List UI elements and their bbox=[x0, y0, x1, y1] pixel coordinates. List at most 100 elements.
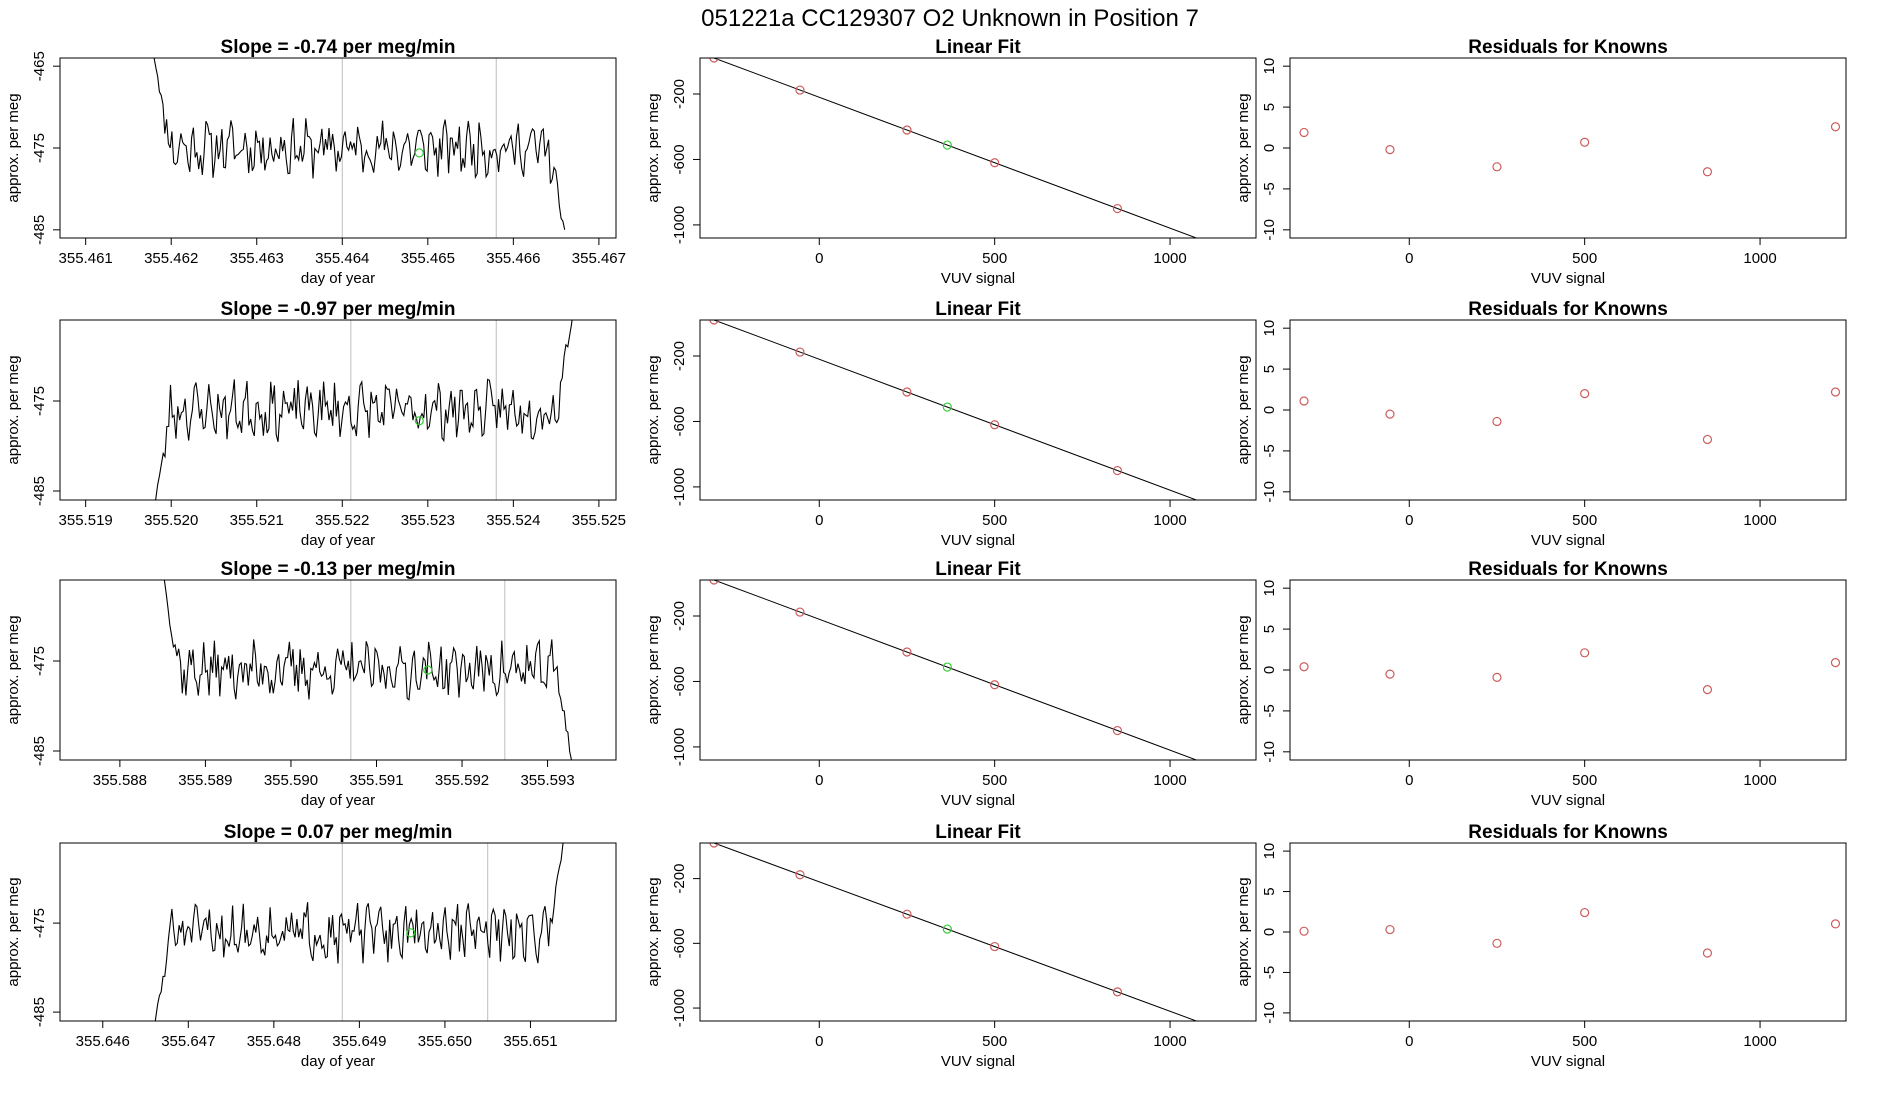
known-point bbox=[1241, 1035, 1249, 1043]
known-point bbox=[795, 85, 805, 95]
x-tick-label: 355.521 bbox=[230, 512, 284, 529]
panel-8: Linear Fit VUV signal approx. per meg 0 500 1… bbox=[645, 559, 1257, 809]
x-tick-label: 1000 bbox=[1743, 1033, 1776, 1050]
panel-4: Slope = -0.97 per meg/min day of year appr… bbox=[5, 299, 626, 549]
x-tick-label: 500 bbox=[982, 772, 1007, 789]
known-point bbox=[795, 870, 805, 880]
x-axis-label: VUV signal bbox=[1531, 532, 1605, 549]
unknown-point bbox=[942, 924, 952, 934]
known-point bbox=[709, 580, 719, 585]
y-tick-label: -5 bbox=[1261, 966, 1278, 979]
known-point bbox=[902, 647, 912, 657]
panel-11: Linear Fit VUV signal approx. per meg 0 500 1… bbox=[645, 822, 1257, 1070]
x-tick-label: 355.461 bbox=[59, 250, 113, 267]
plot-area bbox=[1299, 387, 1841, 445]
y-tick-label: -10 bbox=[1261, 481, 1278, 503]
residual-point bbox=[1580, 907, 1590, 918]
y-tick-label: 10 bbox=[1261, 843, 1278, 860]
x-tick-label: 500 bbox=[1572, 1033, 1597, 1050]
x-tick-label: 355.588 bbox=[93, 772, 147, 789]
plot-frame bbox=[59, 842, 617, 1022]
x-tick-label: 500 bbox=[982, 512, 1007, 529]
residual-point bbox=[1830, 387, 1841, 397]
panel-title: Residuals for Knowns bbox=[1468, 822, 1668, 843]
x-tick-label: 355.520 bbox=[144, 512, 198, 529]
plot-area bbox=[1299, 122, 1841, 177]
x-tick-label: 0 bbox=[1405, 250, 1413, 267]
y-tick-label: 10 bbox=[1261, 580, 1278, 597]
x-tick-label: 355.464 bbox=[315, 250, 369, 267]
x-tick-label: 355.591 bbox=[349, 772, 403, 789]
y-tick-label: 5 bbox=[1261, 365, 1278, 373]
known-point bbox=[709, 58, 719, 63]
y-tick-label: -1000 bbox=[671, 989, 688, 1027]
plot-frame bbox=[699, 319, 1257, 501]
x-tick-label: 0 bbox=[1405, 1033, 1413, 1050]
y-tick-label: -5 bbox=[1261, 444, 1278, 457]
x-tick-label: 500 bbox=[1572, 250, 1597, 267]
residual-point bbox=[1702, 948, 1713, 958]
panel-2: Linear Fit VUV signal approx. per meg 0 500 1… bbox=[645, 37, 1257, 287]
y-tick-label: 5 bbox=[1261, 625, 1278, 633]
residual-point bbox=[1385, 145, 1395, 155]
x-axis-label: VUV signal bbox=[941, 792, 1015, 809]
residual-point bbox=[1580, 137, 1590, 147]
y-axis-label: approx. per meg bbox=[5, 93, 22, 202]
y-tick-label: -465 bbox=[31, 51, 48, 81]
y-tick-label: 5 bbox=[1261, 103, 1278, 111]
x-axis-label: day of year bbox=[301, 532, 375, 549]
unknown-point bbox=[942, 662, 952, 672]
known-point bbox=[990, 680, 1000, 690]
y-tick-label: -600 bbox=[671, 928, 688, 958]
panel-title: Slope = -0.13 per meg/min bbox=[221, 559, 456, 580]
residual-point bbox=[1702, 685, 1713, 695]
x-tick-label: 355.648 bbox=[247, 1033, 301, 1050]
x-axis-label: day of year bbox=[301, 270, 375, 287]
plot-frame bbox=[59, 579, 617, 761]
panel-title: Linear Fit bbox=[935, 822, 1021, 843]
residual-point bbox=[1830, 919, 1841, 929]
y-tick-label: -600 bbox=[671, 144, 688, 174]
panel-title: Slope = -0.97 per meg/min bbox=[221, 299, 456, 320]
known-point bbox=[1112, 203, 1123, 214]
x-tick-label: 355.651 bbox=[503, 1033, 557, 1050]
x-tick-label: 1000 bbox=[1153, 250, 1186, 267]
known-point bbox=[795, 347, 805, 357]
panel-6: Residuals for Knowns VUV signal approx. pe… bbox=[1235, 299, 1847, 549]
panel-5: Linear Fit VUV signal approx. per meg 0 500 1… bbox=[645, 299, 1257, 549]
fit-line bbox=[713, 320, 1198, 500]
x-tick-label: 355.519 bbox=[59, 512, 113, 529]
x-tick-label: 1000 bbox=[1743, 250, 1776, 267]
known-point bbox=[1112, 987, 1123, 997]
residual-point bbox=[1830, 122, 1841, 132]
fit-line bbox=[713, 580, 1198, 760]
x-tick-label: 355.592 bbox=[435, 772, 489, 789]
y-tick-label: 0 bbox=[1261, 928, 1278, 936]
data-trace bbox=[155, 320, 573, 500]
x-tick-label: 1000 bbox=[1743, 772, 1776, 789]
y-axis-label: approx. per meg bbox=[645, 355, 662, 464]
x-tick-label: 355.649 bbox=[332, 1033, 386, 1050]
y-tick-label: 0 bbox=[1261, 666, 1278, 674]
data-trace bbox=[154, 843, 564, 1021]
x-axis-label: VUV signal bbox=[941, 532, 1015, 549]
plot-area bbox=[155, 320, 573, 500]
panel-title: Residuals for Knowns bbox=[1468, 299, 1668, 320]
plot-area bbox=[709, 58, 1198, 238]
y-tick-label: -485 bbox=[31, 476, 48, 506]
y-tick-label: -475 bbox=[31, 908, 48, 938]
panel-title: Slope = 0.07 per meg/min bbox=[224, 822, 453, 843]
known-point bbox=[1112, 725, 1123, 736]
x-tick-label: 0 bbox=[815, 772, 823, 789]
plot-frame bbox=[1289, 57, 1847, 239]
panel-title: Linear Fit bbox=[935, 299, 1021, 320]
x-tick-label: 355.590 bbox=[264, 772, 318, 789]
plot-frame bbox=[699, 57, 1257, 239]
x-tick-label: 355.467 bbox=[572, 250, 626, 267]
x-tick-label: 355.525 bbox=[572, 512, 626, 529]
x-tick-label: 355.593 bbox=[520, 772, 574, 789]
plot-frame bbox=[1289, 579, 1847, 761]
x-tick-label: 500 bbox=[982, 250, 1007, 267]
plot-frame bbox=[1289, 319, 1847, 501]
